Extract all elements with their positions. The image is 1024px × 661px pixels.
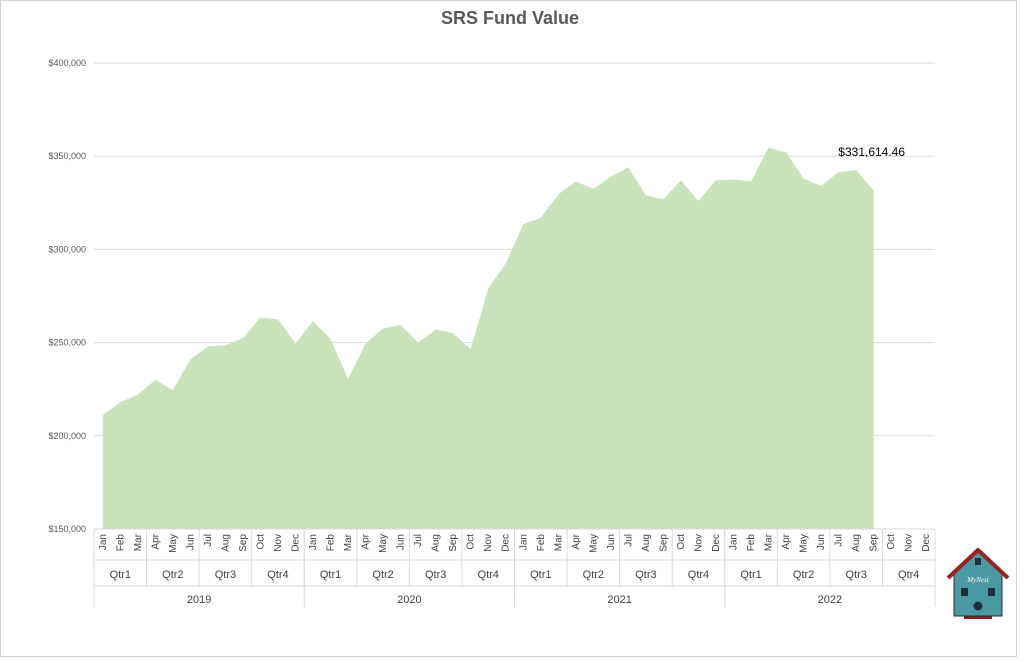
x-tick-month-label: Sep (658, 534, 669, 552)
y-tick-label: $150,000 (48, 524, 86, 534)
logo-window-right (988, 588, 995, 596)
x-tick-month-label: Aug (431, 534, 442, 552)
x-tick-month-label: Jul (203, 534, 214, 547)
x-tick-quarter-label: Qtr2 (793, 569, 814, 581)
y-tick-label: $350,000 (48, 151, 86, 161)
logo-window-top (975, 558, 981, 565)
x-tick-month-label: Nov (904, 534, 915, 552)
x-tick-month-label: May (799, 534, 810, 553)
x-tick-month-label: Aug (220, 534, 231, 552)
x-tick-month-label: Oct (466, 534, 477, 550)
x-tick-quarter-label: Qtr1 (110, 569, 131, 581)
y-tick-label: $300,000 (48, 244, 86, 254)
x-tick-quarter-label: Qtr3 (845, 569, 866, 581)
x-tick-month-label: Jan (308, 534, 319, 550)
x-tick-year-label: 2019 (187, 594, 211, 606)
logo-text: MyNest (966, 576, 989, 584)
x-tick-month-label: Mar (133, 533, 144, 551)
x-tick-month-label: Jun (396, 534, 407, 550)
x-tick-month-label: Dec (501, 534, 512, 552)
x-tick-year-label: 2022 (818, 594, 842, 606)
x-tick-month-label: May (168, 534, 179, 553)
x-tick-month-label: Mar (764, 533, 775, 551)
x-tick-year-label: 2020 (397, 594, 421, 606)
y-axis-tick-labels: $150,000 $200,000 $250,000 $300,000 $350,000… (48, 58, 86, 534)
x-tick-month-label: Sep (869, 534, 880, 552)
area-fill (102, 147, 874, 529)
x-tick-month-label: Sep (448, 534, 459, 552)
x-tick-quarter-label: Qtr4 (898, 569, 919, 581)
x-tick-quarter-label: Qtr4 (478, 569, 499, 581)
logo-window-left (961, 588, 968, 596)
x-tick-month-label: Apr (571, 533, 582, 549)
x-tick-month-label: Dec (290, 534, 301, 552)
x-tick-month-label: Oct (255, 534, 266, 550)
x-tick-month-label: Jun (606, 534, 617, 550)
x-tick-quarter-label: Qtr4 (267, 569, 288, 581)
x-tick-quarter-label: Qtr3 (425, 569, 446, 581)
x-tick-month-label: Jan (729, 534, 740, 550)
annotations: $331,614.46 (838, 145, 905, 159)
x-tick-month-label: Mar (553, 533, 564, 551)
x-tick-month-label: Oct (886, 534, 897, 550)
x-tick-quarter-label: Qtr2 (162, 569, 183, 581)
x-tick-month-label: Jul (834, 534, 845, 547)
y-tick-label: $400,000 (48, 58, 86, 68)
logo-roof (946, 548, 1010, 580)
x-tick-year-label: 2021 (607, 594, 631, 606)
y-tick-label: $200,000 (48, 431, 86, 441)
x-tick-quarter-label: Qtr4 (688, 569, 709, 581)
x-tick-month-label: Sep (238, 534, 249, 552)
x-tick-month-label: Feb (115, 534, 126, 552)
x-tick-month-label: Nov (693, 534, 704, 552)
x-tick-month-label: Jul (623, 534, 634, 547)
x-tick-month-label: Dec (711, 534, 722, 552)
x-tick-month-label: Aug (851, 534, 862, 552)
x-tick-quarter-label: Qtr1 (530, 569, 551, 581)
x-tick-quarter-label: Qtr1 (740, 569, 761, 581)
x-tick-month-label: Feb (326, 534, 337, 552)
x-tick-month-label: Feb (746, 534, 757, 552)
logo-door-hole (973, 601, 983, 611)
x-tick-quarter-label: Qtr2 (583, 569, 604, 581)
x-tick-month-label: Jan (518, 534, 529, 550)
x-tick-month-label: Apr (150, 533, 161, 549)
area-series (102, 147, 874, 529)
x-axis: Jan Feb Mar Apr May Jun Jul Aug Sep Oct Nov Dec Jan F… (93, 528, 936, 607)
x-tick-quarter-label: Qtr2 (372, 569, 393, 581)
x-tick-month-label: Apr (361, 533, 372, 549)
x-tick-month-label: Dec (921, 534, 932, 552)
chart-title: SRS Fund Value (441, 8, 579, 28)
x-tick-month-label: Jul (413, 534, 424, 547)
x-tick-month-label: Jan (98, 534, 109, 550)
x-tick-month-label: Oct (676, 534, 687, 550)
y-tick-label: $250,000 (48, 338, 86, 348)
x-tick-month-label: Aug (641, 534, 652, 552)
x-tick-month-label: Nov (483, 534, 494, 552)
x-tick-quarter-label: Qtr3 (215, 569, 236, 581)
x-tick-month-label: Jun (816, 534, 827, 550)
x-tick-month-label: Jun (185, 534, 196, 550)
x-tick-month-label: Nov (273, 534, 284, 552)
data-label: $331,614.46 (838, 145, 905, 159)
x-tick-quarter-label: Qtr1 (320, 569, 341, 581)
x-tick-month-label: May (378, 534, 389, 553)
x-tick-quarter-label: Qtr3 (635, 569, 656, 581)
x-tick-month-label: May (588, 534, 599, 553)
x-tick-month-label: Mar (343, 533, 354, 551)
mynest-logo: MyNest (946, 548, 1010, 619)
x-tick-month-label: Apr (781, 533, 792, 549)
x-tick-month-label: Feb (536, 534, 547, 552)
